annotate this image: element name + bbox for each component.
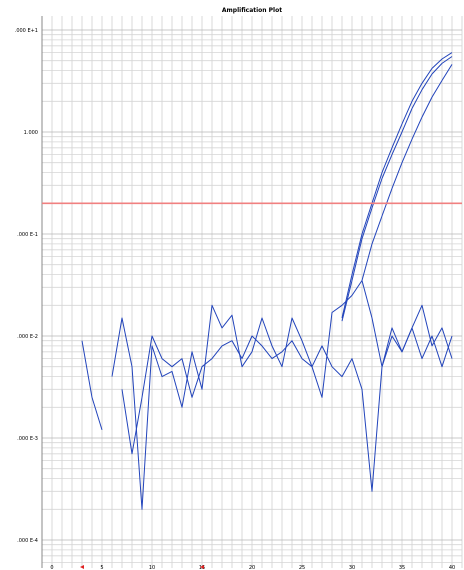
- series-line-2[interactable]: [111, 280, 453, 510]
- x-tick-labels: 0510152025303540: [50, 565, 455, 570]
- y-tick-label: .000 E-1: [17, 232, 38, 238]
- series-line-1[interactable]: [81, 340, 103, 431]
- baseline-marker: [80, 565, 84, 569]
- y-tick-label: 1.000: [24, 130, 38, 136]
- chart-title: Amplification Plot: [222, 7, 282, 14]
- x-tick-label: 20: [249, 565, 255, 570]
- series-line-4[interactable]: [341, 52, 453, 319]
- x-tick-label: 10: [149, 565, 155, 570]
- y-tick-label: .000 E+1: [15, 28, 38, 34]
- grid: [41, 16, 463, 568]
- series-line-3[interactable]: [121, 327, 453, 492]
- series-line-5[interactable]: [341, 56, 453, 322]
- threshold-markers: [80, 565, 204, 569]
- x-tick-label: 25: [299, 565, 305, 570]
- x-tick-label: 5: [100, 565, 103, 570]
- x-tick-label: 30: [349, 565, 355, 570]
- series-line-6[interactable]: [361, 64, 453, 281]
- x-tick-label: 0: [50, 565, 53, 570]
- baseline-marker: [200, 565, 204, 569]
- y-tick-label: .000 E-4: [17, 538, 38, 544]
- x-tick-label: 35: [399, 565, 405, 570]
- y-tick-label: .000 E-3: [17, 436, 38, 442]
- x-tick-label: 40: [449, 565, 455, 570]
- y-tick-labels: .000 E+1 1.000 .000 E-1 .000 E-2 .000 E-3 .00…: [15, 28, 38, 544]
- y-tick-label: .000 E-2: [17, 334, 38, 340]
- series-group: [81, 52, 453, 510]
